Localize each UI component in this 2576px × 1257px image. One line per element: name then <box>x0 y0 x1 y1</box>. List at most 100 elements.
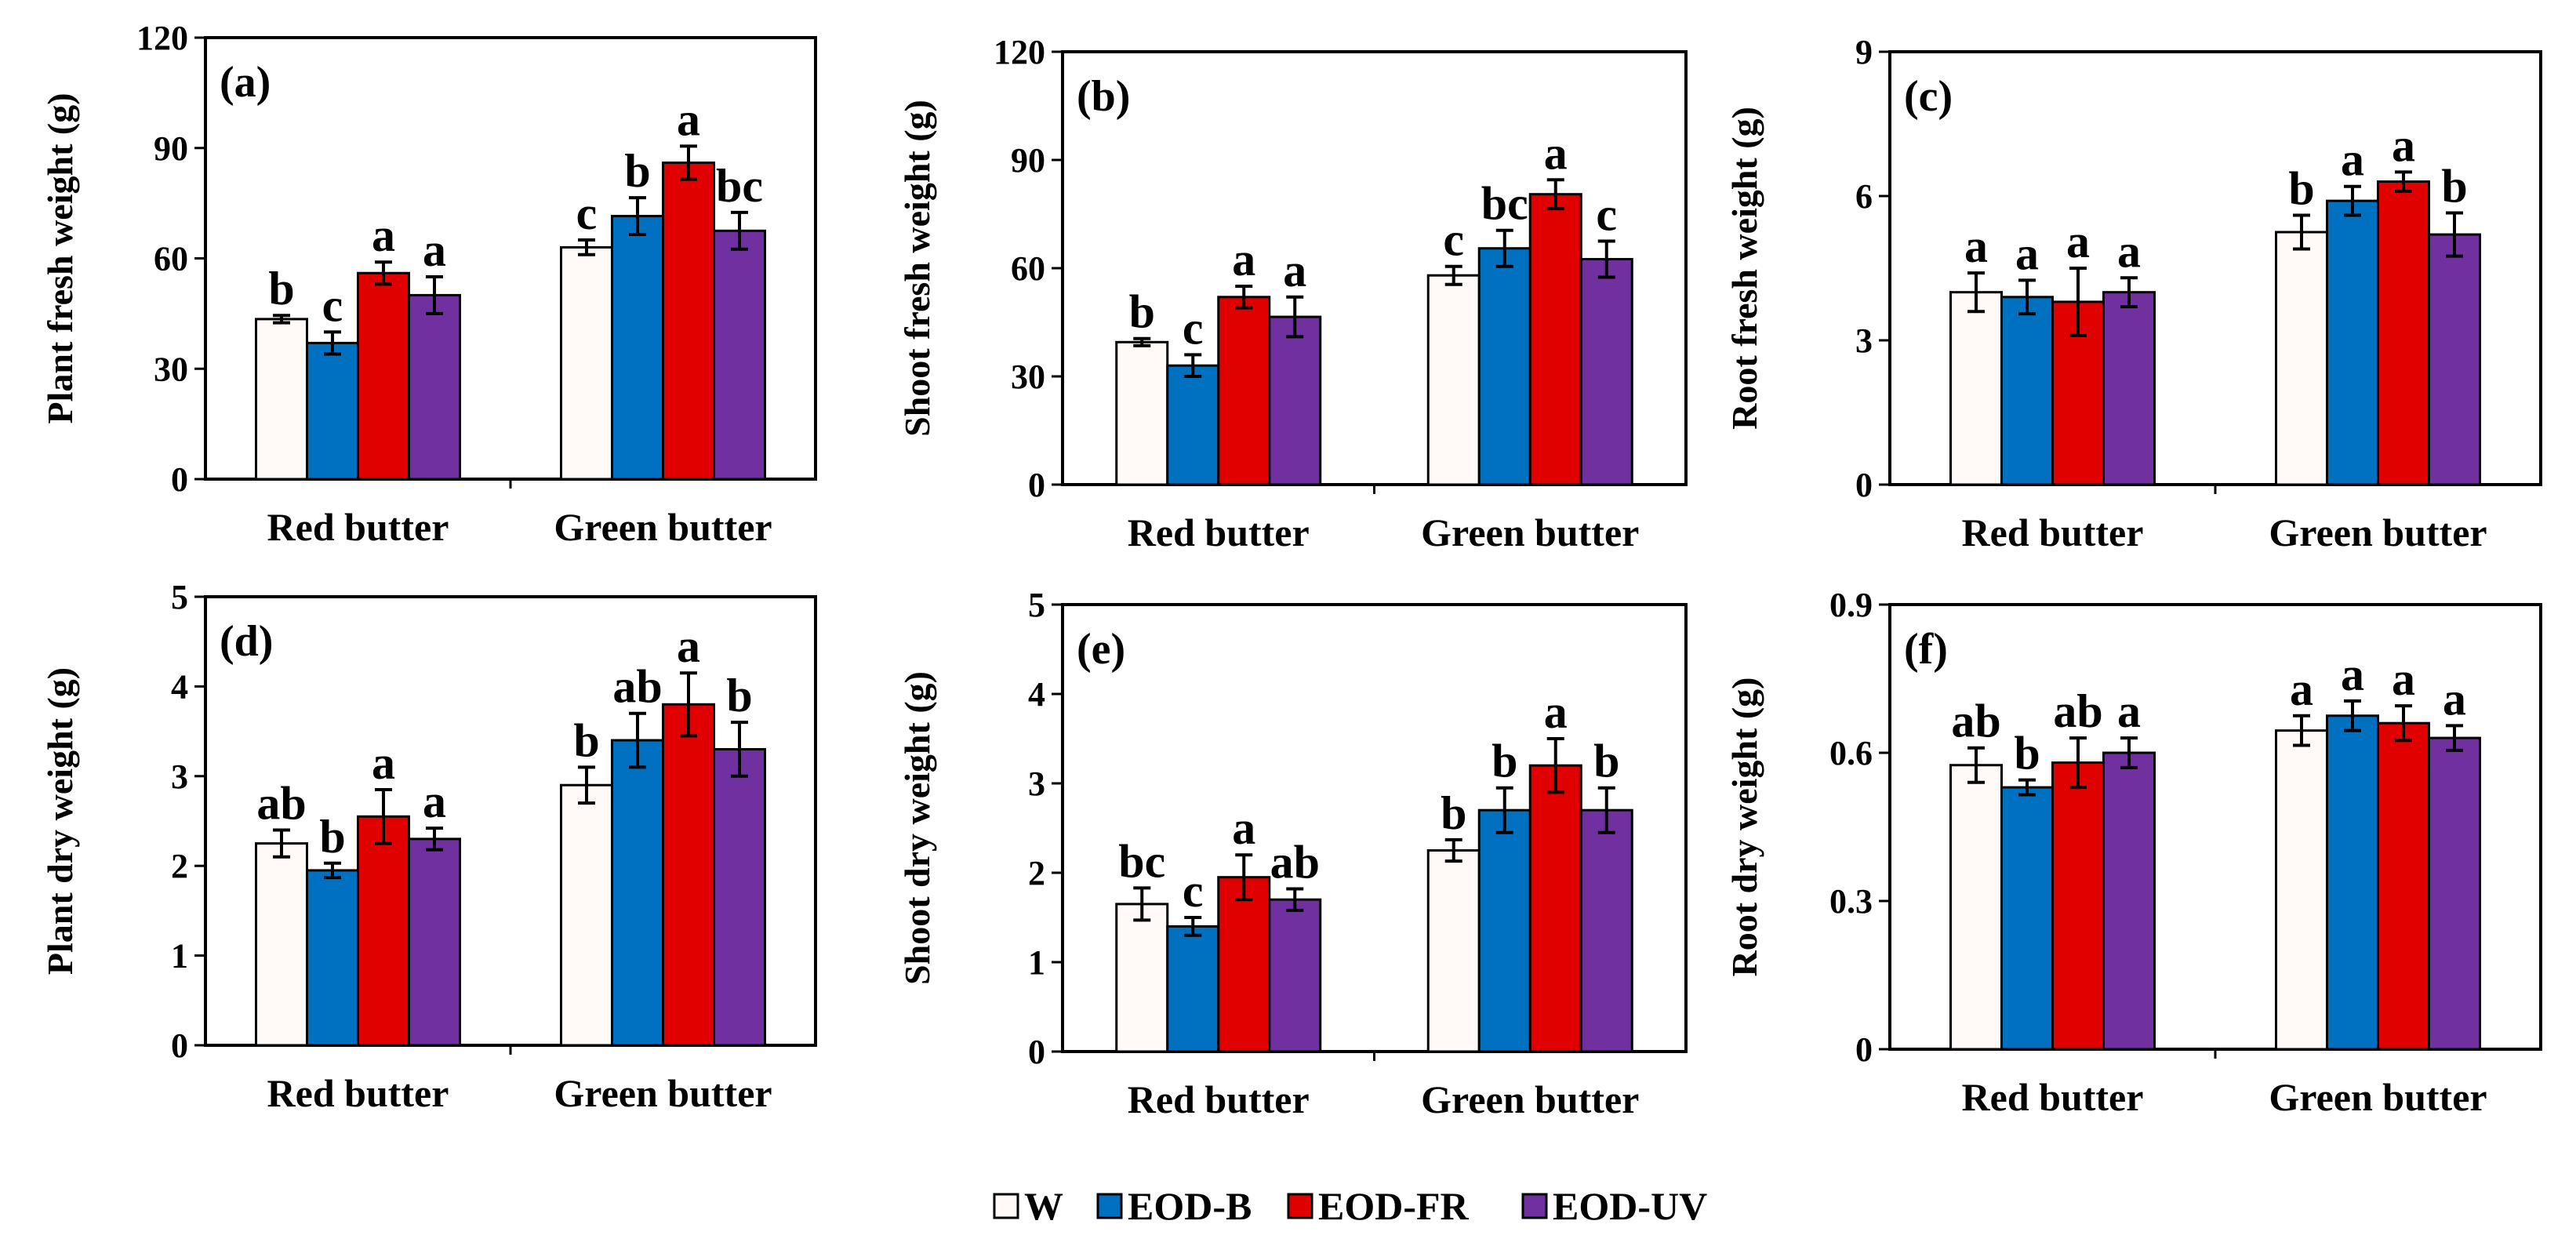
chart-panel-2: 0 30 60 90 120 Shoot fresh weight (g) (b) Red b… <box>897 33 1688 554</box>
bar-eod-fr <box>357 815 410 1047</box>
significance-letter: a <box>2443 673 2466 725</box>
bar-eod-uv <box>1579 258 1633 486</box>
bar-eod-fr <box>2377 180 2430 486</box>
bar-w <box>1426 274 1481 486</box>
legend-swatch-eod-uv <box>1521 1193 1548 1219</box>
y-axis-label: Shoot fresh weight (g) <box>897 100 937 437</box>
legend: W EOD-B EOD-FR EOD-UV <box>993 1184 1707 1228</box>
panel-title: (f) <box>1904 625 1948 674</box>
x-category-label: Red butter <box>1128 1077 1310 1121</box>
chart-panel-1: 0 30 60 90 120 Plant fresh weight (g) (a) Red b… <box>40 19 817 549</box>
significance-letter: ab <box>2053 685 2102 737</box>
legend-label-eod-b: EOD-B <box>1128 1184 1252 1228</box>
significance-letter: a <box>423 776 446 827</box>
y-tick-label: 30 <box>1011 358 1045 396</box>
panel-title: (a) <box>220 58 271 107</box>
legend-swatch-w <box>993 1193 1019 1219</box>
y-tick-label: 90 <box>1011 141 1045 180</box>
bar-eod-b <box>611 215 664 481</box>
bar-eod-uv <box>1268 315 1322 486</box>
significance-letter: a <box>1283 245 1306 296</box>
bar-eod-fr <box>662 703 715 1047</box>
significance-letter: a <box>2015 227 2039 279</box>
significance-letter: b <box>2441 160 2467 212</box>
bar-w <box>1949 764 2003 1051</box>
legend-label-eod-uv: EOD-UV <box>1553 1184 1707 1228</box>
bar-eod-uv <box>713 229 766 481</box>
y-tick-label: 0.3 <box>1829 882 1873 921</box>
bar-eod-uv <box>408 293 461 481</box>
significance-letter: b <box>1593 736 1619 787</box>
significance-letter: bc <box>1118 835 1165 887</box>
bar-eod-uv <box>2102 291 2156 486</box>
x-category-label: Red butter <box>1962 1075 2144 1119</box>
y-tick-label: 0 <box>1855 1030 1873 1069</box>
bar-w <box>2275 729 2328 1051</box>
y-tick-label: 3 <box>171 757 188 796</box>
x-category-label: Red butter <box>267 1071 449 1115</box>
y-axis-label: Shoot dry weight (g) <box>897 671 937 985</box>
significance-letter: b <box>573 714 599 766</box>
significance-letter: c <box>1183 302 1204 354</box>
significance-letter: a <box>372 209 395 261</box>
bar-eod-fr <box>2377 721 2430 1051</box>
y-tick-label: 0.9 <box>1829 586 1873 624</box>
bar-eod-b <box>2326 714 2379 1051</box>
bar-w <box>255 318 308 481</box>
significance-letter: c <box>1443 214 1464 266</box>
y-tick-label: 6 <box>1855 177 1873 216</box>
significance-letter: a <box>2117 225 2141 277</box>
y-tick-label: 5 <box>1028 586 1045 624</box>
significance-letter: ab <box>256 777 306 829</box>
y-tick-label: 2 <box>1028 854 1045 892</box>
y-tick-label: 60 <box>1011 249 1045 288</box>
bar-eod-fr <box>1528 764 1582 1053</box>
x-category-label: Green butter <box>1421 510 1639 554</box>
significance-letter: c <box>1596 189 1617 241</box>
significance-letter: c <box>576 187 598 239</box>
bar-eod-b <box>306 869 359 1047</box>
y-tick-label: 90 <box>154 129 188 168</box>
bar-w <box>255 842 308 1047</box>
x-category-label: Red butter <box>1962 510 2144 554</box>
y-tick-label: 0 <box>1855 466 1873 504</box>
chart-panel-4: 0 1 2 3 4 5 Plant dry weight (g) (d) Red butter a… <box>40 578 817 1115</box>
y-tick-label: 4 <box>1028 675 1045 714</box>
bar-eod-b <box>2000 296 2054 486</box>
chart-panel-5: 0 1 2 3 4 5 Shoot dry weight (g) (e) Red butter b… <box>897 586 1688 1121</box>
legend-label-w: W <box>1024 1184 1063 1228</box>
significance-letter: a <box>1544 686 1568 738</box>
y-tick-label: 60 <box>154 240 188 278</box>
bar-eod-b <box>2326 199 2379 486</box>
bar-eod-uv <box>1268 898 1322 1053</box>
significance-letter: ab <box>1270 837 1320 888</box>
bar-eod-fr <box>2051 761 2105 1051</box>
significance-letter: a <box>1964 220 1988 272</box>
bar-eod-fr <box>1217 296 1271 486</box>
panel-title: (c) <box>1904 72 1953 121</box>
x-category-label: Green butter <box>554 1071 772 1115</box>
significance-letter: a <box>2392 119 2415 171</box>
significance-letter: a <box>2341 134 2364 186</box>
y-tick-label: 30 <box>154 350 188 388</box>
y-axis-label: Root fresh weight (g) <box>1724 107 1764 430</box>
significance-letter: a <box>1232 234 1255 285</box>
bar-eod-b <box>306 341 359 481</box>
significance-letter: a <box>2341 648 2364 700</box>
significance-letter: b <box>268 263 294 314</box>
significance-letter: a <box>677 93 700 145</box>
bar-eod-uv <box>408 837 461 1047</box>
x-category-label: Green butter <box>554 505 772 549</box>
bar-w <box>560 783 613 1047</box>
significance-letter: c <box>1183 865 1204 917</box>
significance-letter: ab <box>1951 696 2000 747</box>
panel-title: (b) <box>1077 72 1130 121</box>
significance-letter: b <box>624 145 650 197</box>
y-tick-label: 0 <box>171 460 188 499</box>
significance-letter: b <box>2014 728 2040 779</box>
significance-letter: bc <box>1481 178 1528 230</box>
x-category-label: Green butter <box>2269 1075 2487 1119</box>
significance-letter: a <box>2117 685 2141 737</box>
bar-eod-b <box>1477 808 1531 1053</box>
